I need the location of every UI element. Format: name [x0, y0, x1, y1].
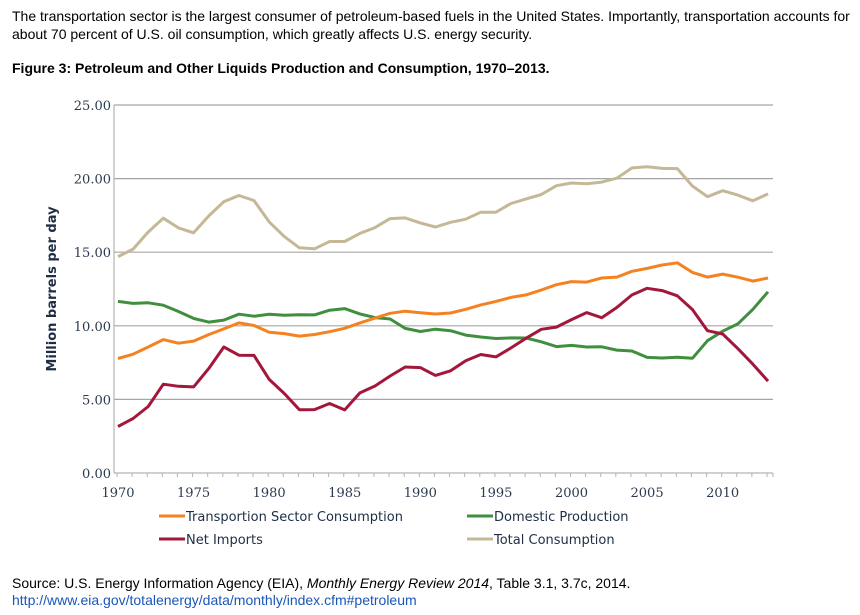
- gridlines: [114, 104, 773, 400]
- x-tick-label: 1970: [101, 486, 134, 501]
- series-line-net-imports: [117, 286, 770, 428]
- y-tick-label: 10.00: [74, 320, 111, 335]
- legend-label: Net Imports: [186, 533, 263, 548]
- y-tick-label: 0.00: [82, 467, 111, 482]
- x-tick-label: 1995: [479, 486, 512, 501]
- y-tick-labels: 0.00 5.00 10.00 15.00 20.00 25.00: [74, 99, 111, 482]
- y-tick-label: 20.00: [74, 173, 111, 188]
- x-tick-label: 2010: [706, 486, 739, 501]
- series-line-total-consumption: [117, 165, 769, 258]
- source-link[interactable]: http://www.eia.gov/totalenergy/data/mont…: [12, 592, 417, 608]
- source-suffix: , Table 3.1, 3.7c, 2014.: [489, 575, 631, 591]
- x-tick-labels: 1970 1975 1980 1985 1990 1995 2000 2005 2010: [101, 486, 739, 501]
- source-citation: Source: U.S. Energy Information Agency (…: [12, 575, 630, 609]
- legend-item: Transportion Sector Consumption: [159, 510, 403, 525]
- intro-paragraph: The transportation sector is the largest…: [12, 8, 850, 42]
- source-prefix: Source: U.S. Energy Information Agency (…: [12, 575, 307, 591]
- figure-title: Figure 3: Petroleum and Other Liquids Pr…: [12, 60, 550, 76]
- x-tick-label: 2000: [555, 486, 588, 501]
- legend-label: Transportion Sector Consumption: [185, 510, 403, 525]
- series-lines: [117, 165, 770, 428]
- x-tick-label: 2005: [631, 486, 664, 501]
- y-axis-label: Million barrels per day: [45, 206, 60, 372]
- legend-item: Domestic Production: [467, 510, 629, 525]
- series-line-transportion-sector-consumption: [117, 261, 769, 360]
- series-line-domestic-production: [117, 290, 770, 360]
- legend-label: Total Consumption: [493, 533, 615, 548]
- y-tick-label: 25.00: [74, 99, 111, 114]
- axes: [113, 105, 774, 477]
- legend-item: Total Consumption: [467, 533, 615, 548]
- source-publication: Monthly Energy Review 2014: [306, 575, 490, 591]
- line-chart: 0.00 5.00 10.00 15.00 20.00 25.00 1970 1975 198…: [45, 99, 774, 548]
- x-tick-label: 1980: [253, 486, 286, 501]
- legend-item: Net Imports: [159, 533, 263, 548]
- x-tick-label: 1985: [328, 486, 361, 501]
- legend-label: Domestic Production: [494, 510, 629, 525]
- x-tick-label: 1975: [177, 486, 210, 501]
- x-tick-label: 1990: [404, 486, 437, 501]
- legend: Transportion Sector Consumption Domestic …: [159, 510, 629, 548]
- y-tick-label: 15.00: [74, 246, 111, 261]
- y-tick-label: 5.00: [82, 393, 111, 408]
